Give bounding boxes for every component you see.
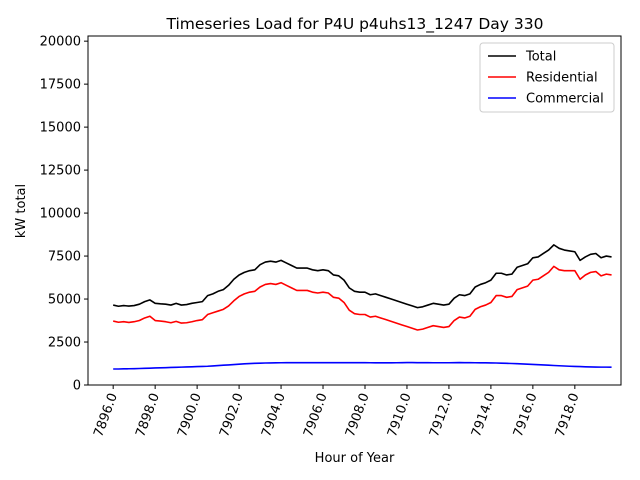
legend: Total Residential Commercial (479, 42, 615, 113)
x-axis-title: Hour of Year (315, 451, 395, 466)
y-axis-title: kW total (14, 184, 29, 238)
x-tick-label: 7900.0 (175, 391, 205, 439)
x-tick-label: 7910.0 (385, 391, 415, 439)
x-tick-label: 7916.0 (511, 391, 541, 439)
series-line-commercial (113, 361, 612, 370)
x-tick-label: 7914.0 (469, 391, 499, 439)
series-line-total (113, 244, 612, 309)
y-tick-label: 12500 (40, 164, 81, 179)
y-axis-ticks: 0 2500 5000 7500 10000 12500 15000 17500 20000 (40, 35, 88, 394)
y-tick-label: 5000 (48, 293, 81, 308)
y-tick-label: 15000 (40, 121, 81, 136)
y-tick-label: 0 (73, 379, 81, 394)
series-layer (113, 244, 612, 370)
x-axis-ticks: 7896.0 7898.0 7900.0 7902.0 7904.0 7906.0 7908… (91, 385, 583, 439)
x-tick-label: 7912.0 (427, 391, 457, 439)
x-tick-label: 7896.0 (91, 391, 121, 439)
y-tick-label: 7500 (48, 250, 81, 265)
y-tick-label: 20000 (40, 35, 81, 50)
x-tick-label: 7906.0 (301, 391, 331, 439)
y-tick-label: 2500 (48, 336, 81, 351)
series-line-residential (113, 265, 612, 331)
legend-frame (479, 42, 615, 113)
legend-label-commercial: Commercial (526, 92, 604, 107)
legend-label-total: Total (525, 50, 556, 65)
x-tick-label: 7898.0 (133, 391, 163, 439)
y-tick-label: 17500 (40, 78, 81, 93)
plot-area-frame (87, 35, 622, 386)
x-tick-label: 7918.0 (553, 391, 583, 439)
y-tick-label: 10000 (40, 207, 81, 222)
x-tick-label: 7902.0 (217, 391, 247, 439)
legend-label-residential: Residential (526, 71, 598, 86)
x-tick-label: 7908.0 (343, 391, 373, 439)
x-tick-label: 7904.0 (259, 391, 289, 439)
chart-title: Timeseries Load for P4U p4uhs13_1247 Day… (166, 15, 544, 34)
